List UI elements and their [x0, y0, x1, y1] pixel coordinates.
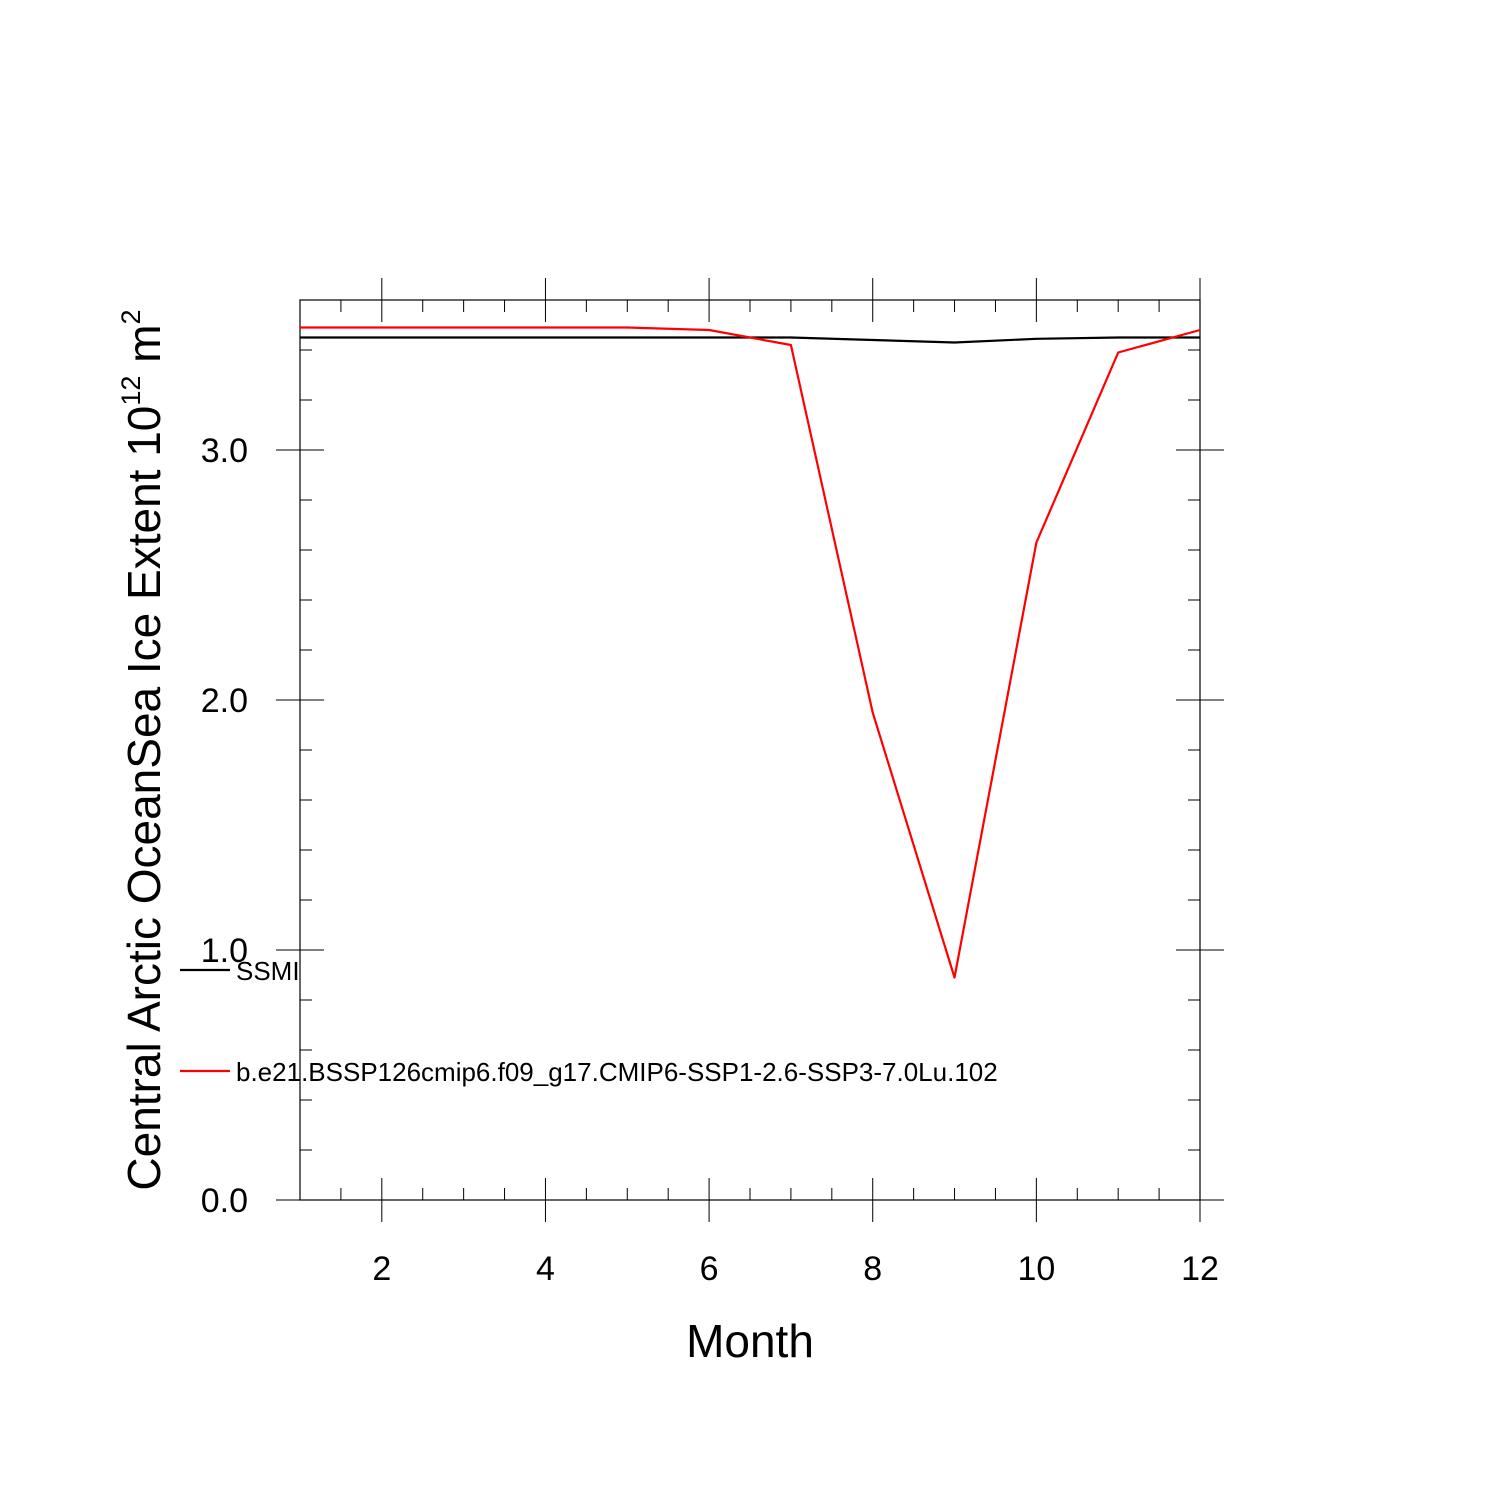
minor-ticks — [299, 299, 1200, 1200]
x-tick-label: 8 — [863, 1250, 882, 1288]
x-tick-label: 2 — [372, 1250, 391, 1288]
y-tick-label: 1.0 — [201, 932, 248, 970]
y-axis-title: Central Arctic OceanSea Ice Extent 1012 … — [116, 309, 170, 1190]
series-lines — [300, 326, 1201, 979]
x-tick-label: 12 — [1181, 1250, 1219, 1288]
legend-label-2: b.e21.BSSP126cmip6.f09_g17.CMIP6-SSP1-2.… — [236, 1057, 998, 1087]
y-tick-label: 2.0 — [201, 682, 248, 720]
x-axis-title: Month — [686, 1315, 814, 1367]
legend-label-1: SSMI — [236, 956, 300, 986]
major-ticks — [276, 278, 1224, 1222]
legend: SSMI b.e21.BSSP126cmip6.f09_g17.CMIP6-SSP… — [180, 956, 998, 1087]
x-tick-label: 10 — [1017, 1250, 1055, 1288]
y-tick-labels: 0.0 1.0 2.0 3.0 — [201, 432, 248, 1220]
x-tick-labels: 2 4 6 8 10 12 — [372, 1250, 1219, 1288]
x-tick-label: 6 — [700, 1250, 719, 1288]
series-line-2 — [300, 326, 1201, 979]
x-tick-label: 4 — [536, 1250, 555, 1288]
y-tick-label: 3.0 — [201, 432, 248, 470]
y-tick-label: 0.0 — [201, 1182, 248, 1220]
